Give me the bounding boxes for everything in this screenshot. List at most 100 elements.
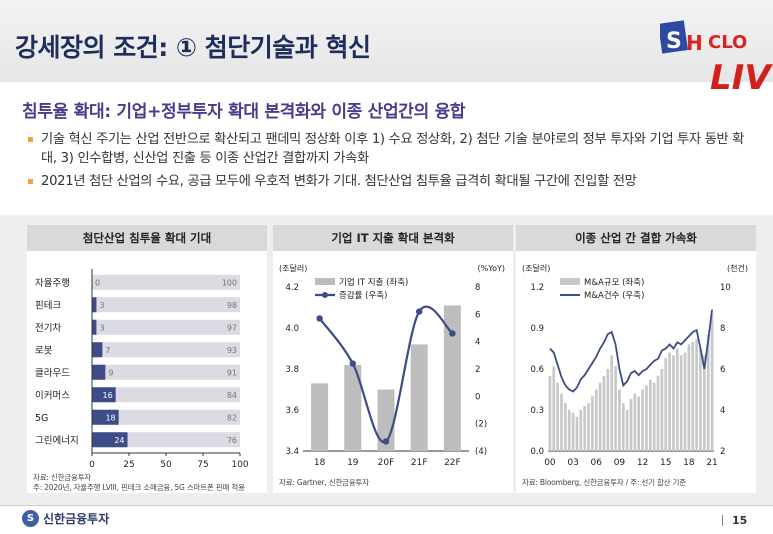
y-right-tick-label: 2: [720, 447, 725, 457]
bar-ma-volume: [614, 366, 617, 451]
remaining-label: 82: [227, 413, 237, 422]
bar-remaining: [92, 342, 240, 358]
svg-text:LIV: LIV: [710, 58, 773, 96]
bar-ma-volume: [567, 410, 571, 451]
bar-value: [92, 297, 97, 313]
growth-point: [316, 315, 323, 322]
legend-label: M&A건수 (우축): [584, 290, 644, 301]
bar-ma-volume: [645, 385, 648, 451]
growth-point: [382, 438, 390, 445]
x-tick-label: 06: [591, 458, 603, 468]
y-left-tick-label: 3.8: [285, 365, 299, 375]
category-label: 이커머스: [35, 390, 70, 401]
shinhan-mark-icon: S: [22, 510, 39, 527]
category-label: 5G: [35, 413, 48, 424]
x-tick-label: 03: [567, 458, 578, 468]
bar-ma-volume: [625, 410, 629, 451]
y-right-tick-label: 0: [475, 392, 480, 402]
bar-ma-volume: [664, 358, 668, 451]
legend-swatch-bar: [560, 278, 580, 285]
y-left-tick-label: 0.3: [530, 406, 544, 416]
category-label: 핀테크: [35, 300, 61, 311]
remaining-label: 98: [227, 301, 237, 310]
y-left-label: (조달러): [279, 264, 307, 273]
bar-ma-volume: [668, 352, 671, 451]
legend-label: 증감률 (우축): [339, 290, 387, 301]
penetration-bar-chart: 자율주행 0 100 핀테크 3 98 전기차 3 97 로봇 7 93 클라우드 9 91 이커머스 16 84…: [35, 269, 249, 470]
bar-value: [92, 387, 116, 403]
x-tick-label: 00: [544, 458, 556, 468]
bar-value: [92, 364, 106, 380]
data-label: 18: [105, 413, 115, 422]
ma-chart: (조달러) (천건) 0.0 0.3 0.6 0.9 1.2 2 4 6 8 10 00 03 06 09 12…: [522, 263, 748, 468]
bar-ma-volume: [556, 382, 560, 451]
x-tick-label: 20F: [378, 458, 395, 468]
chart-source: 자료: 신한금융투자: [33, 473, 92, 482]
bar-ma-volume: [660, 369, 664, 451]
category-label: 전기차: [35, 322, 61, 334]
y-right-tick-label: 8: [475, 283, 480, 293]
bar-ma-volume: [610, 355, 614, 451]
bar-ma-volume: [583, 405, 587, 451]
chart-title: 기업 IT 지출 확대 본격화: [273, 225, 513, 251]
data-label: 7: [105, 346, 110, 355]
bar-remaining: [92, 319, 240, 335]
bar-ma-volume: [629, 399, 633, 451]
x-tick-label: 100: [231, 460, 248, 470]
bar-value: [92, 409, 119, 425]
y-right-tick-label: 10: [720, 283, 731, 293]
bar-value: [92, 319, 97, 335]
y-left-tick-label: 0.0: [530, 447, 544, 457]
y-left-tick-label: 4.2: [285, 283, 299, 293]
data-label: 24: [114, 436, 124, 445]
chart-source: 자료: Gartner, 신한금융투자: [279, 478, 369, 487]
y-left-tick-label: 3.6: [285, 406, 299, 416]
y-right-tick-label: (2): [475, 420, 487, 430]
x-tick-label: 25: [123, 460, 134, 470]
chart-title: 첨단산업 침투율 확대 기대: [27, 225, 267, 251]
y-right-tick-label: 8: [720, 324, 725, 334]
it-spending-chart: (조달러) (%YoY) 3.4 3.6 3.8 4.0 4.2 (4) (2) 0 2 4 6 8 18 1…: [279, 264, 505, 468]
page-title: 강세장의 조건: ① 첨단기술과 혁신: [15, 33, 371, 62]
bar-ma-volume: [618, 389, 621, 451]
bar-remaining: [92, 387, 240, 403]
bar-ma-volume: [706, 334, 710, 451]
growth-point: [449, 330, 456, 337]
data-label: 0: [95, 278, 100, 287]
legend-swatch-point: [322, 292, 328, 298]
x-tick-label: 09: [614, 458, 626, 468]
growth-point: [416, 308, 423, 315]
x-tick-label: 15: [660, 458, 671, 468]
y-right-label: (천건): [727, 263, 748, 273]
subtitle: 침투율 확대: 기업+정부투자 확대 본격화와 이종 산업간의 융합: [22, 102, 466, 122]
y-left-tick-label: 0.6: [530, 365, 544, 375]
bar-it-spending: [311, 383, 329, 451]
bar-value: [92, 432, 128, 448]
bar-ma-volume: [552, 366, 556, 451]
bar-ma-volume: [633, 393, 637, 451]
chart-note: 주: 2020년, 자율주행 LVIII, 핀테크 소매금융, 5G 스마트폰 …: [33, 483, 245, 492]
title-bar: 강세장의 조건: ① 첨단기술과 혁신: [0, 0, 773, 82]
svg-text:S: S: [666, 29, 682, 54]
y-right-label: (%YoY): [478, 264, 505, 273]
page-number: 15: [732, 514, 748, 527]
y-left-tick-label: 3.4: [285, 447, 299, 457]
bar-ma-volume: [621, 403, 625, 451]
bar-ma-volume: [679, 355, 683, 451]
x-tick-label: 18: [683, 458, 695, 468]
bar-ma-volume: [641, 389, 644, 451]
legend-label: M&A규모 (좌축): [584, 278, 644, 288]
bar-ma-volume: [579, 410, 583, 451]
growth-point: [349, 360, 356, 367]
y-left-tick-label: 4.0: [285, 324, 299, 334]
bar-it-spending: [344, 364, 362, 451]
x-tick-label: 0: [89, 460, 95, 470]
svg-text:H: H: [686, 31, 703, 55]
bar-ma-volume: [683, 352, 687, 451]
bar-ma-volume: [571, 412, 575, 451]
bar-ma-volume: [564, 403, 567, 451]
footer-divider: [0, 505, 773, 506]
x-tick-label: 21F: [411, 458, 428, 468]
bar-remaining: [92, 409, 240, 425]
x-tick-label: 12: [637, 458, 648, 468]
